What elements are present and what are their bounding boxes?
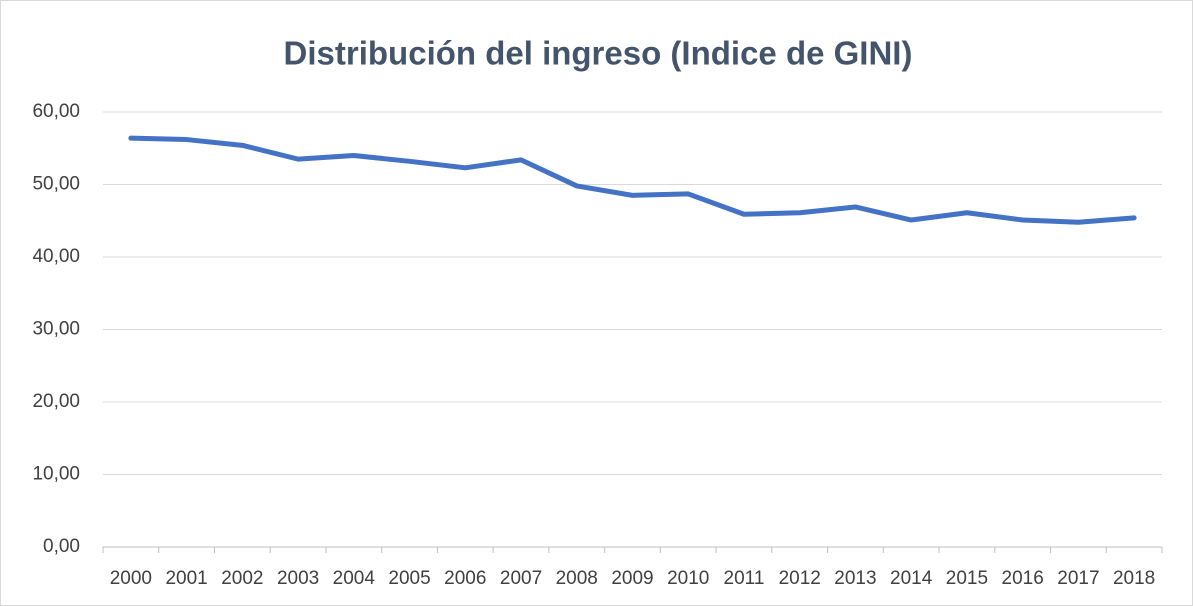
x-tick-label: 2010 [667,568,709,589]
x-tick-label: 2017 [1057,568,1099,589]
y-tick-label: 0,00 [43,536,80,557]
x-tick-label: 2009 [611,568,653,589]
x-tick-label: 2001 [165,568,207,589]
chart-title: Distribución del ingreso (Indice de GINI… [284,35,913,72]
x-tick-label: 2015 [946,568,988,589]
y-tick-label: 10,00 [32,464,80,485]
x-tick-label: 2004 [333,568,376,589]
x-tick-label: 2013 [834,568,876,589]
y-tick-label: 30,00 [32,319,80,340]
x-tick-label: 2007 [500,568,542,589]
x-tick-label: 2016 [1002,568,1044,589]
y-tick-label: 50,00 [32,174,80,195]
x-tick-label: 2014 [890,568,933,589]
y-tick-label: 60,00 [32,101,80,122]
y-tick-label: 20,00 [32,391,80,412]
x-tick-label: 2005 [388,568,430,589]
x-tick-label: 2006 [444,568,486,589]
x-tick-label: 2002 [221,568,263,589]
data-line [128,135,1137,225]
x-tick-label: 2000 [110,568,152,589]
x-tick-label: 2012 [779,568,821,589]
x-tick-label: 2018 [1113,568,1155,589]
x-tick-label: 2003 [277,568,319,589]
x-tick-label: 2008 [556,568,598,589]
y-tick-label: 40,00 [32,246,80,267]
x-tick-label: 2011 [724,568,765,589]
